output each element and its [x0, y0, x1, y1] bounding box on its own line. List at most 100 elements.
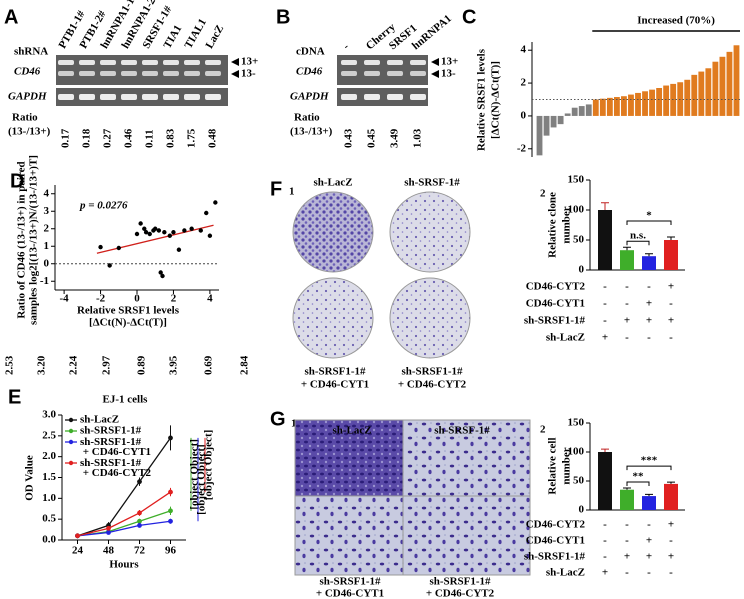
gel: [337, 88, 428, 106]
number-value: 2.97: [101, 355, 113, 375]
band-label: GAPDH: [290, 91, 329, 103]
bar: [642, 256, 656, 270]
band: [410, 94, 426, 100]
error-bar: [601, 448, 609, 452]
band: [58, 71, 74, 76]
significance-label: n.s.: [630, 230, 646, 242]
condition-label: sh-SRSF1-1#: [524, 551, 586, 563]
band: [121, 71, 137, 76]
significance-bracket: [626, 220, 672, 225]
annotation: Increased (70%): [637, 15, 715, 27]
y-axis-label: samples log2[(13-/13+)N/(13-/13+)T]: [28, 155, 40, 325]
arrow: [431, 70, 439, 78]
panel-label: E: [8, 386, 21, 408]
point: [143, 230, 149, 235]
marker: [168, 435, 173, 441]
arrow: [231, 58, 239, 66]
condition-sign: +: [668, 519, 674, 531]
band: [121, 60, 137, 65]
bar: [733, 45, 740, 116]
row-label: cDNA: [296, 46, 325, 58]
marker: [137, 523, 142, 528]
point: [98, 244, 103, 250]
y-tick-label: 1.5: [42, 471, 56, 483]
trend-line: [96, 224, 214, 254]
x-tick-label: 96: [165, 545, 177, 557]
arrow: [431, 58, 439, 66]
x-tick-label: 0: [134, 293, 140, 305]
band: [387, 60, 403, 65]
condition-sign: +: [646, 535, 652, 547]
condition-sign: +: [668, 281, 674, 293]
point: [158, 270, 163, 275]
condition-sign: +: [624, 551, 630, 563]
y-axis-label: Ratio of CD46 (13-/13+) in paired: [16, 161, 28, 318]
image-2: [402, 419, 531, 497]
x-axis-label: Relative SRSF1 levels: [77, 305, 180, 317]
ratio-label: (13-/13+): [290, 126, 333, 138]
bar: [691, 74, 698, 116]
y-axis-label: OD Value: [24, 455, 36, 501]
band-label: CD46: [296, 66, 323, 78]
series-line: [77, 437, 172, 537]
marker: [168, 489, 173, 495]
y-tick-label: 100: [568, 446, 585, 458]
bar: [664, 483, 678, 510]
isoform-label: 13-: [441, 68, 456, 80]
point: [182, 228, 187, 233]
bar: [642, 496, 656, 510]
condition-sign: +: [646, 298, 652, 310]
image-label: + CD46-CYT2: [426, 588, 495, 599]
y-tick-label: -1: [40, 275, 49, 287]
image-label: sh-SRSF-1#: [404, 177, 460, 189]
error-bar: [667, 236, 675, 240]
significance-label: **: [633, 470, 645, 482]
image-2: [389, 191, 471, 273]
condition-sign: -: [669, 535, 673, 547]
significance-label: [object Object]: [203, 430, 215, 501]
panel-label: D: [10, 170, 24, 192]
band: [121, 94, 137, 100]
condition-sign: -: [625, 567, 629, 579]
bar: [621, 96, 627, 116]
band: [142, 94, 158, 100]
y-axis-label: Relative cell: [547, 437, 559, 494]
condition-sign: -: [647, 332, 651, 344]
bar: [620, 489, 634, 510]
isoform-label: 13+: [441, 56, 458, 68]
bar: [642, 91, 648, 116]
y-tick-label: 50: [573, 234, 585, 246]
chart-title: EJ-1 cells: [103, 394, 149, 406]
condition-sign: +: [646, 551, 652, 563]
bar: [719, 56, 726, 116]
band: [364, 71, 380, 76]
band: [364, 60, 380, 65]
condition-sign: -: [647, 519, 651, 531]
legend-label: sh-LacZ: [80, 414, 119, 426]
panel-label: A: [4, 6, 18, 28]
bar: [564, 113, 571, 116]
number-value: 2.53: [4, 355, 16, 375]
x-tick-label: 48: [103, 545, 115, 557]
bar: [712, 61, 719, 116]
image-label: + CD46-CYT2: [398, 379, 467, 391]
ratio-value: 0.18: [81, 128, 93, 148]
legend-marker: [68, 460, 74, 466]
point: [162, 230, 167, 235]
ratio-value: 0.46: [123, 128, 135, 148]
x-tick-label: 72: [134, 545, 146, 557]
condition-sign: +: [646, 315, 652, 327]
isoform-label: 13+: [241, 56, 258, 68]
condition-label: CD46-CYT1: [526, 535, 585, 547]
arrow: [231, 70, 239, 78]
bar: [684, 79, 691, 116]
band: [163, 60, 179, 65]
y-axis-label: Relative SRSF1 levels: [476, 48, 488, 151]
error-bar: [667, 481, 675, 484]
lane-label: LacZ: [203, 23, 226, 51]
y-axis-label: Relative clone: [547, 192, 559, 258]
error-bar: [645, 493, 653, 497]
bar: [585, 104, 592, 116]
condition-sign: -: [603, 315, 607, 327]
condition-label: sh-LacZ: [546, 567, 585, 579]
